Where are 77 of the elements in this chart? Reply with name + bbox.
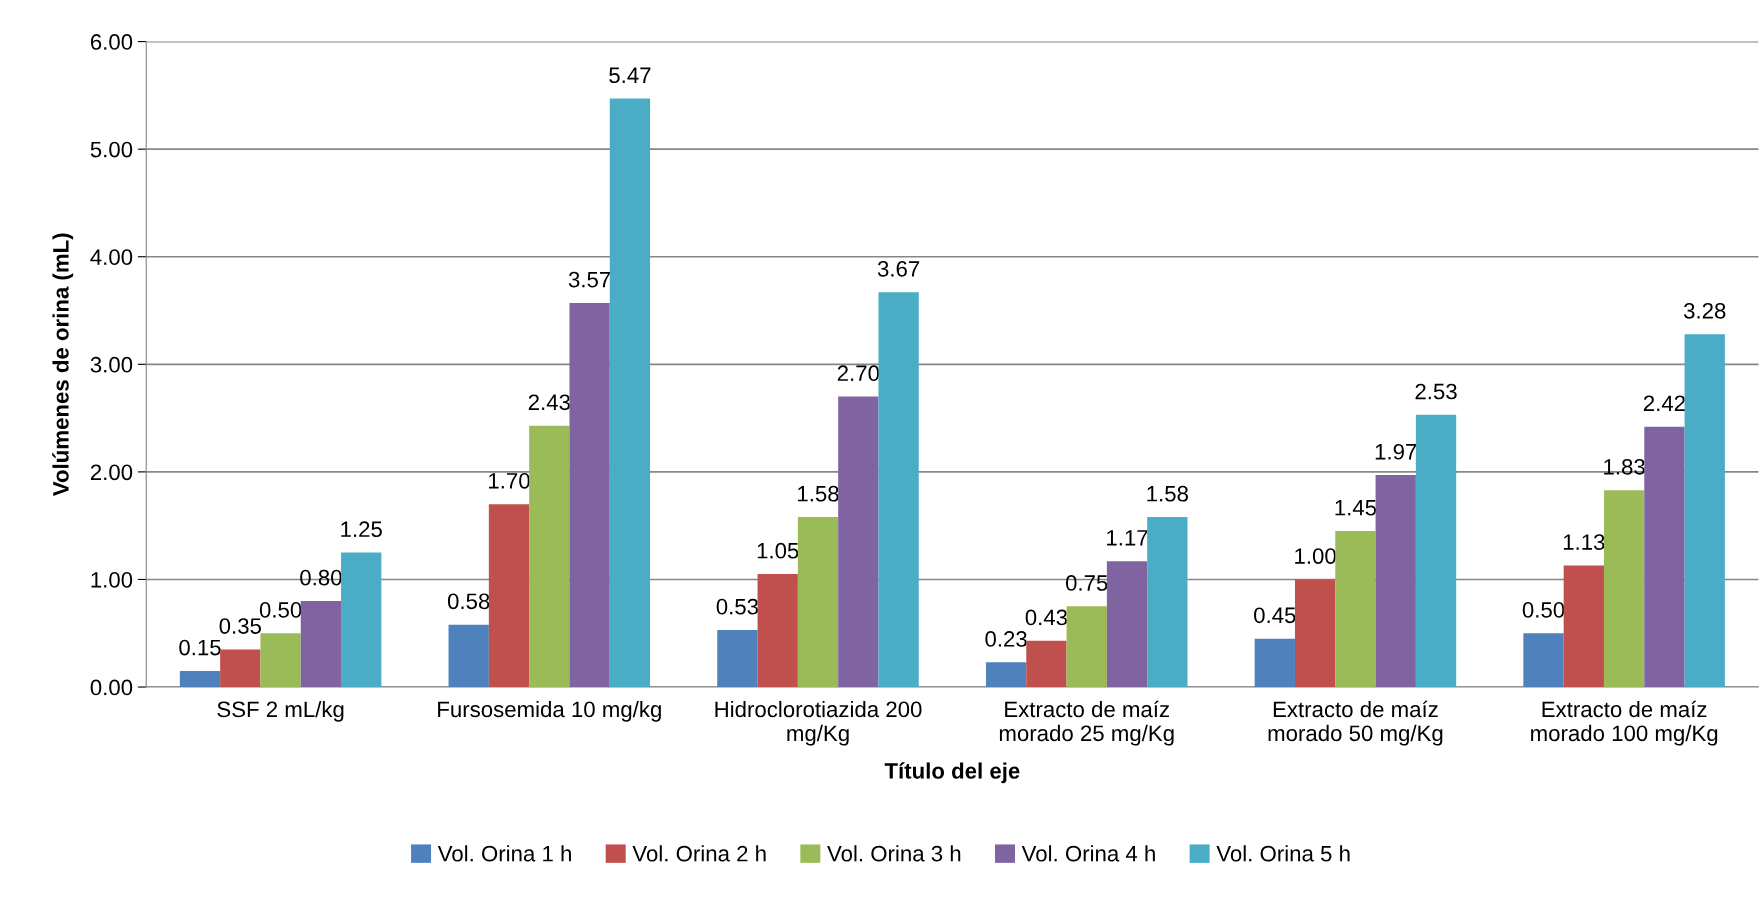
bar	[757, 574, 798, 688]
bar	[797, 517, 839, 688]
data-label: 0.15	[179, 639, 221, 656]
legend-label: Vol. Orina 4 h	[1021, 845, 1155, 862]
data-label: 2.42	[1643, 395, 1685, 411]
data-label: 1.58	[798, 485, 839, 502]
bar	[1106, 561, 1148, 688]
data-label: 1.83	[1604, 458, 1645, 475]
legend-label: Vol. Orina 5 h	[1216, 845, 1350, 862]
data-label: 0.75	[1065, 575, 1108, 591]
data-label: 0.23	[985, 631, 1027, 647]
data-label: 3.28	[1683, 302, 1726, 319]
bar	[838, 396, 879, 688]
bar	[1335, 531, 1376, 688]
bar	[1066, 606, 1107, 688]
bar	[569, 302, 610, 688]
legend-label: Vol. Orina 1 h	[437, 845, 571, 862]
data-label: 0.35	[219, 618, 261, 634]
data-label: 1.05	[757, 542, 799, 559]
bar	[878, 292, 919, 688]
bar	[1147, 517, 1188, 688]
x-axis-title: Título del eje	[884, 762, 1020, 784]
bar	[985, 662, 1027, 688]
x-tick-label: Extracto de maíz morado 50 mg/Kg	[1268, 700, 1443, 746]
data-label: 2.53	[1415, 383, 1457, 400]
bar	[1523, 633, 1564, 688]
data-label: 1.45	[1335, 500, 1377, 516]
x-tick-label: Extracto de maíz morado 25 mg/Kg	[999, 700, 1174, 746]
data-label: 3.57	[568, 271, 611, 288]
data-label: 0.43	[1025, 609, 1068, 626]
x-tick-label: SSF 2 mL/kg	[217, 700, 344, 722]
data-label: 2.70	[837, 365, 880, 382]
data-label: 3.67	[877, 261, 920, 277]
bar	[1603, 490, 1645, 688]
legend-label: Vol. Orina 2 h	[632, 845, 766, 862]
data-label: 0.58	[447, 593, 490, 610]
data-label: 1.97	[1375, 443, 1417, 460]
y-tick-label: 4.00	[90, 249, 133, 266]
data-label: 1.58	[1147, 485, 1188, 502]
bar	[300, 600, 342, 688]
data-label: 0.45	[1254, 607, 1296, 624]
bar	[179, 670, 221, 688]
bar	[1563, 565, 1604, 688]
bar	[260, 633, 301, 688]
data-label: 5.47	[609, 67, 651, 84]
legend-label: Vol. Orina 3 h	[827, 845, 961, 862]
bar	[717, 630, 758, 688]
data-label: 0.50	[259, 602, 302, 618]
y-tick-label: 2.00	[90, 464, 133, 481]
bar	[220, 649, 261, 688]
x-tick-label: Extracto de maíz morado 100 mg/Kg	[1531, 700, 1718, 746]
bar	[1684, 334, 1725, 688]
bar	[341, 552, 382, 688]
data-label: 2.43	[528, 394, 570, 411]
bar	[1375, 475, 1416, 688]
bar	[529, 425, 570, 688]
y-tick-label: 0.00	[90, 679, 133, 696]
data-label: 1.25	[341, 521, 382, 538]
y-tick-label: 5.00	[90, 141, 133, 158]
bar	[1026, 640, 1067, 688]
bar	[488, 504, 530, 688]
bar	[1415, 414, 1457, 688]
bar	[1294, 579, 1336, 688]
x-tick-label: Hidroclorotiazida 200 mg/Kg	[715, 700, 922, 746]
y-tick-label: 1.00	[91, 572, 133, 588]
y-tick-label: 3.00	[90, 356, 133, 373]
data-label: 1.00	[1295, 548, 1336, 564]
y-tick-label: 6.00	[90, 34, 133, 50]
bar	[448, 624, 489, 688]
bar	[1644, 426, 1685, 688]
bar	[609, 98, 651, 688]
x-tick-label: Fursosemida 10 mg/kg	[438, 700, 661, 722]
data-label: 0.53	[716, 598, 759, 615]
data-label: 0.50	[1522, 602, 1565, 618]
bar	[1254, 638, 1295, 688]
y-axis-title: Volúmenes de orina (mL)	[52, 233, 74, 497]
data-label: 1.13	[1563, 534, 1605, 550]
